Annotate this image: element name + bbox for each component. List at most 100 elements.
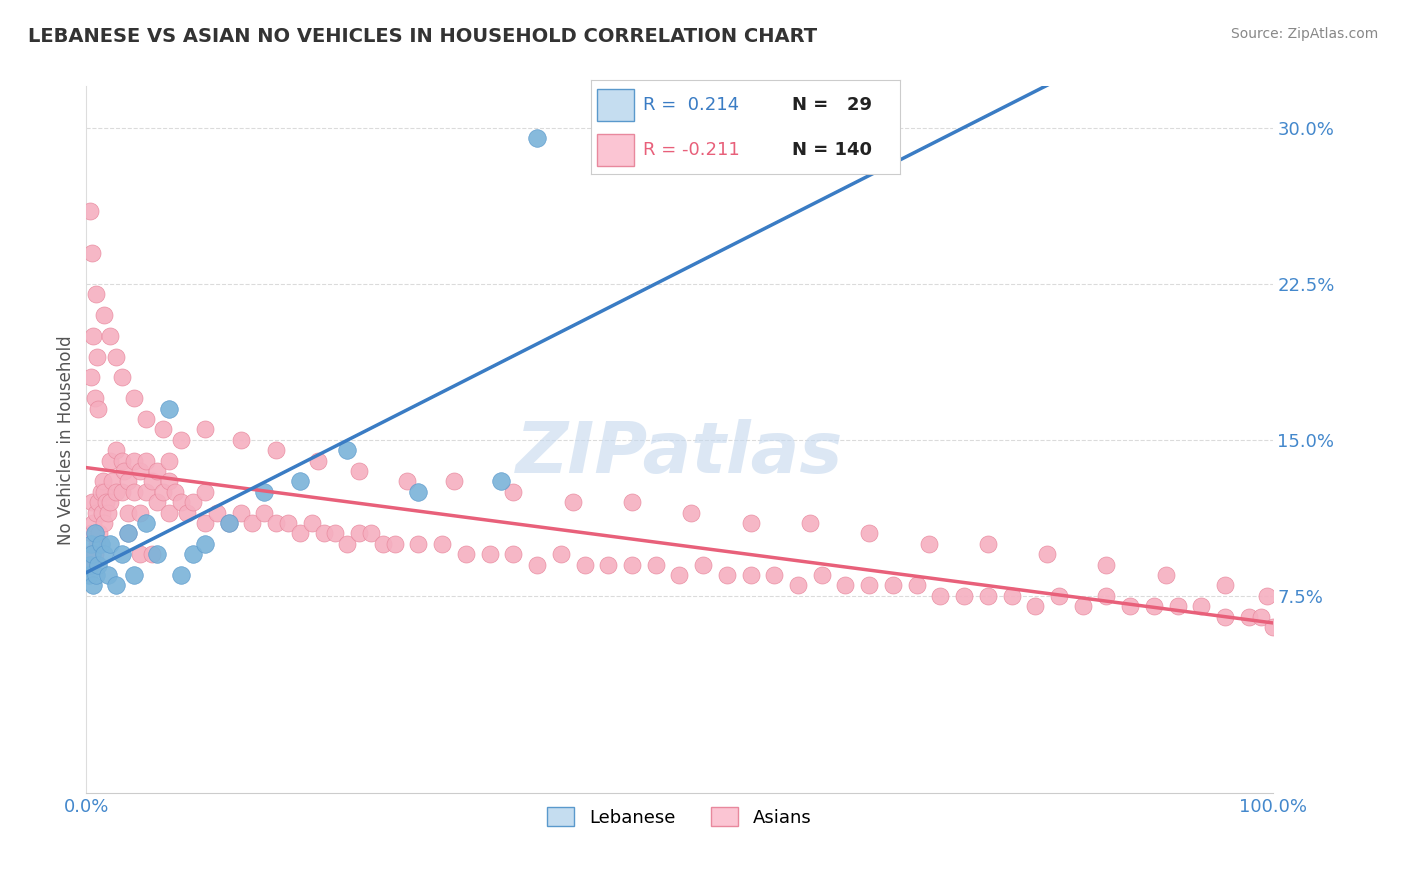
Point (97, 568, 120, 582)
Point (550, 547, 572, 561)
Point (740, 568, 762, 582)
Point (91, 475, 114, 489)
Point (93, 484, 115, 499)
Point (101, 475, 124, 489)
Point (834, 578, 856, 592)
Point (1119, 599, 1142, 614)
Point (681, 506, 703, 520)
Point (117, 506, 139, 520)
Point (98, 495, 121, 509)
Point (561, 495, 583, 509)
Point (371, 537, 394, 551)
Point (526, 558, 548, 572)
Point (146, 547, 169, 561)
Point (176, 506, 198, 520)
Point (325, 526, 347, 541)
Point (146, 495, 169, 509)
Point (977, 589, 1000, 603)
Point (122, 568, 145, 582)
Point (443, 475, 465, 489)
Point (86, 537, 108, 551)
Point (194, 422, 217, 436)
Point (574, 558, 596, 572)
Point (277, 516, 299, 530)
Text: Source: ZipAtlas.com: Source: ZipAtlas.com (1230, 27, 1378, 41)
Point (87, 401, 110, 416)
Text: LEBANESE VS ASIAN NO VEHICLES IN HOUSEHOLD CORRELATION CHART: LEBANESE VS ASIAN NO VEHICLES IN HOUSEHO… (28, 27, 817, 45)
Legend: Lebanese, Asians: Lebanese, Asians (540, 800, 818, 834)
FancyBboxPatch shape (596, 134, 634, 166)
Point (620, 495, 643, 509)
Point (307, 453, 329, 467)
Point (395, 475, 418, 489)
Point (104, 443, 127, 458)
Point (80, 526, 103, 541)
Point (502, 547, 524, 561)
Point (98, 453, 121, 467)
Point (104, 578, 127, 592)
Point (90, 506, 112, 520)
Point (478, 547, 501, 561)
Point (229, 433, 252, 447)
Point (787, 578, 810, 592)
Point (111, 484, 134, 499)
Point (79, 558, 101, 572)
Point (84, 287, 107, 301)
Point (104, 484, 127, 499)
Point (83, 547, 105, 561)
Point (288, 475, 311, 489)
Point (128, 506, 150, 520)
Point (1250, 609, 1272, 624)
Point (84, 568, 107, 582)
Point (668, 568, 690, 582)
Point (1036, 547, 1059, 561)
Point (194, 537, 217, 551)
Point (1024, 599, 1046, 614)
Point (502, 484, 524, 499)
Point (152, 422, 174, 436)
Point (93, 516, 115, 530)
Point (128, 464, 150, 478)
Point (93, 308, 115, 322)
Point (170, 495, 193, 509)
Point (82, 558, 104, 572)
Point (240, 516, 263, 530)
Point (89, 484, 111, 499)
Point (1167, 599, 1189, 614)
Point (917, 537, 939, 551)
Point (111, 453, 134, 467)
Text: R =  0.214: R = 0.214 (643, 95, 740, 113)
Point (347, 526, 370, 541)
Point (810, 568, 832, 582)
Point (1237, 609, 1260, 624)
Point (117, 475, 139, 489)
Point (1143, 599, 1166, 614)
Point (905, 578, 928, 592)
Point (763, 568, 786, 582)
Text: ZIPatlas: ZIPatlas (516, 419, 844, 489)
Point (135, 412, 157, 426)
Point (205, 506, 228, 520)
Point (82, 516, 104, 530)
Point (1189, 599, 1212, 614)
Point (716, 568, 738, 582)
Point (1256, 589, 1278, 603)
Point (799, 516, 821, 530)
Point (80, 370, 103, 384)
Point (408, 537, 430, 551)
Point (122, 391, 145, 405)
Point (98, 537, 121, 551)
Point (170, 433, 193, 447)
Point (1095, 589, 1118, 603)
Point (454, 547, 477, 561)
Point (87, 558, 110, 572)
Point (858, 526, 880, 541)
FancyBboxPatch shape (596, 88, 634, 120)
Point (146, 464, 169, 478)
Point (526, 131, 548, 145)
Point (491, 475, 513, 489)
Point (170, 568, 193, 582)
Point (598, 558, 620, 572)
Point (82, 547, 104, 561)
Point (430, 537, 453, 551)
